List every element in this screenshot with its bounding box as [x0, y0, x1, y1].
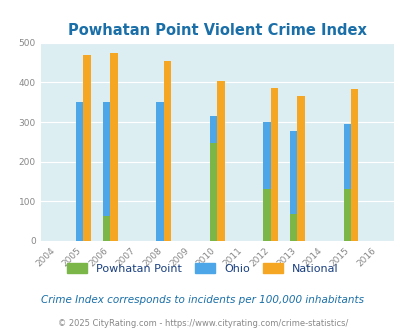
Bar [297, 96, 304, 241]
Bar [262, 189, 270, 241]
Bar [209, 143, 217, 241]
Bar [289, 214, 297, 241]
Bar [76, 102, 83, 241]
Bar [156, 102, 163, 241]
Title: Powhatan Point Violent Crime Index: Powhatan Point Violent Crime Index [68, 22, 366, 38]
Bar [289, 131, 297, 241]
Bar [343, 124, 350, 241]
Bar [209, 116, 217, 241]
Bar [350, 89, 358, 241]
Bar [163, 61, 171, 241]
Bar [110, 53, 117, 241]
Legend: Powhatan Point, Ohio, National: Powhatan Point, Ohio, National [67, 263, 338, 274]
Text: Crime Index corresponds to incidents per 100,000 inhabitants: Crime Index corresponds to incidents per… [41, 295, 364, 305]
Bar [217, 81, 224, 241]
Bar [83, 55, 91, 241]
Bar [102, 216, 110, 241]
Bar [262, 122, 270, 241]
Bar [343, 189, 350, 241]
Text: © 2025 CityRating.com - https://www.cityrating.com/crime-statistics/: © 2025 CityRating.com - https://www.city… [58, 319, 347, 328]
Bar [270, 88, 277, 241]
Bar [102, 102, 110, 241]
